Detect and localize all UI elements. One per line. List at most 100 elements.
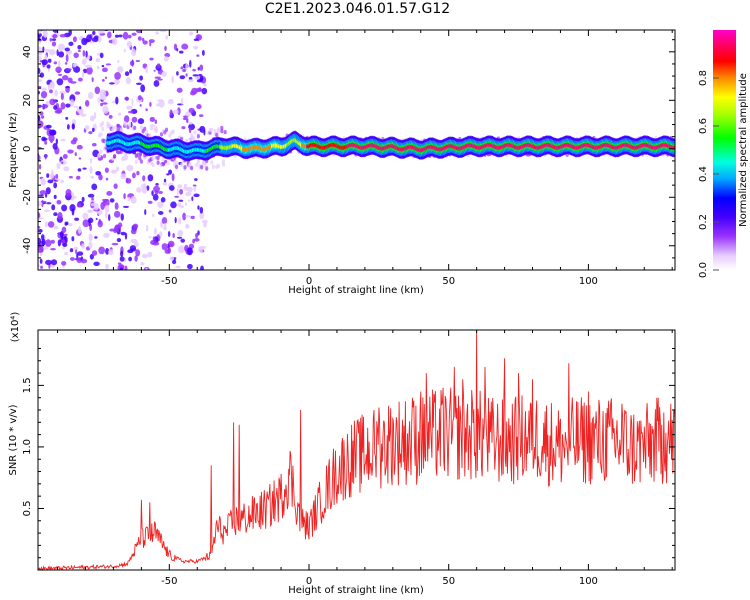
- halo-blob: [220, 125, 224, 131]
- noise-blob: [62, 242, 68, 248]
- noise-blob: [154, 119, 157, 125]
- noise-blob: [47, 179, 54, 184]
- noise-blob: [59, 230, 64, 239]
- noise-blob: [102, 200, 107, 203]
- halo-blob: [164, 127, 169, 133]
- noise-blob: [112, 37, 118, 46]
- noise-blob: [65, 189, 72, 197]
- noise-blob: [157, 211, 164, 215]
- noise-blob: [135, 59, 141, 62]
- noise-blob: [45, 187, 51, 195]
- y-tick-label: 1.0: [22, 439, 33, 455]
- noise-blob: [136, 30, 142, 34]
- halo-blob: [151, 162, 155, 168]
- noise-blob: [199, 64, 204, 71]
- noise-blob: [82, 212, 89, 220]
- noise-blob: [127, 34, 132, 39]
- noise-blob: [176, 87, 183, 93]
- noise-blob: [56, 199, 62, 205]
- noise-blob: [71, 123, 75, 130]
- noise-blob: [38, 90, 41, 95]
- noise-blob: [189, 31, 194, 36]
- noise-blob: [38, 79, 43, 82]
- noise-blob: [187, 199, 191, 202]
- noise-blob: [156, 99, 164, 102]
- noise-blob: [38, 154, 41, 162]
- noise-blob: [82, 219, 90, 228]
- noise-blob: [38, 30, 42, 34]
- noise-blob: [55, 174, 59, 179]
- noise-blob: [147, 251, 153, 258]
- noise-blob: [140, 261, 145, 266]
- spectrogram-ylabel: Frequency (Hz): [8, 112, 19, 188]
- noise-blob: [89, 253, 94, 260]
- halo-blob: [190, 133, 194, 138]
- noise-blob: [131, 32, 137, 36]
- noise-blob: [201, 49, 205, 56]
- noise-blob: [61, 260, 67, 266]
- noise-blob: [174, 195, 179, 198]
- noise-blob: [60, 102, 66, 110]
- noise-blob: [157, 63, 161, 68]
- colorbar-tick-label: 0.0: [698, 262, 709, 278]
- noise-blob: [102, 105, 109, 114]
- noise-blob: [76, 175, 81, 180]
- noise-blob: [74, 152, 77, 157]
- noise-blob: [101, 78, 105, 82]
- noise-blob: [65, 221, 69, 226]
- noise-blob: [107, 31, 112, 39]
- noise-blob: [188, 107, 195, 114]
- noise-blob: [84, 125, 90, 131]
- noise-blob: [80, 113, 87, 117]
- colorbar-ticks: 0.0 0.2 0.4 0.6 0.8: [698, 70, 719, 278]
- noise-blob: [54, 109, 62, 114]
- noise-blob: [171, 173, 175, 182]
- noise-blob: [161, 217, 168, 225]
- noise-blob: [176, 71, 179, 76]
- noise-blob: [75, 248, 78, 255]
- noise-blob: [141, 37, 145, 42]
- noise-blob: [114, 34, 119, 38]
- noise-blob: [91, 183, 98, 191]
- noise-blob: [156, 103, 161, 107]
- noise-blob: [176, 187, 179, 196]
- noise-blob: [189, 59, 192, 68]
- noise-blob: [123, 48, 126, 53]
- noise-blob: [128, 256, 132, 262]
- noise-blob: [144, 208, 147, 216]
- noise-blob: [120, 213, 124, 221]
- noise-blob: [51, 204, 56, 211]
- noise-blob: [170, 201, 177, 209]
- noise-blob: [50, 259, 58, 266]
- noise-blob: [104, 76, 108, 80]
- noise-blob: [115, 96, 119, 105]
- noise-blob: [111, 242, 119, 246]
- noise-blob: [126, 164, 134, 172]
- noise-blob: [53, 105, 58, 111]
- noise-blob: [99, 52, 104, 59]
- snr-ylabel: SNR (10 * v/v): [8, 404, 19, 475]
- x-tick-label: 100: [579, 576, 598, 587]
- noise-blob: [78, 107, 84, 116]
- noise-blob: [145, 224, 149, 232]
- halo-blob: [139, 125, 143, 130]
- noise-blob: [171, 75, 174, 84]
- halo-blob: [153, 127, 157, 132]
- noise-blob: [183, 183, 188, 187]
- snr-axes: -50 0 50 100 0.5 1.0 1.5: [22, 330, 675, 587]
- noise-blob: [184, 215, 191, 218]
- noise-blob: [43, 209, 51, 213]
- halo-blob: [171, 129, 175, 134]
- noise-blob: [152, 213, 155, 218]
- noise-blob: [124, 96, 130, 101]
- halo-blob: [174, 164, 179, 170]
- halo-blob: [213, 129, 217, 134]
- noise-blob: [90, 175, 95, 179]
- noise-blob: [42, 30, 48, 38]
- halo-blob: [216, 127, 221, 132]
- halo-blob: [151, 155, 155, 161]
- noise-blob: [123, 115, 130, 123]
- halo-blob: [205, 166, 209, 171]
- noise-blob: [193, 45, 199, 50]
